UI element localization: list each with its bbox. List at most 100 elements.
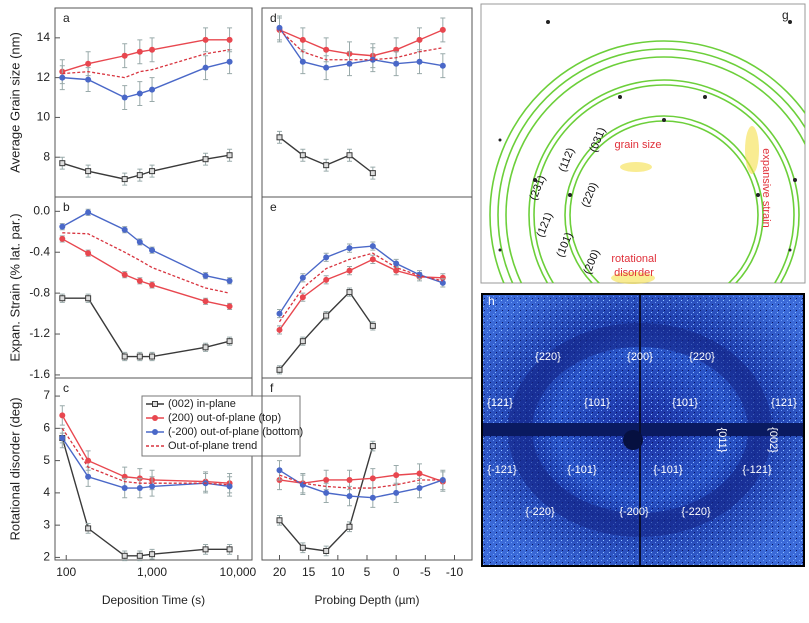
marker [149, 247, 156, 254]
marker [299, 338, 306, 345]
x-tick-label: 10 [331, 565, 345, 579]
marker [121, 176, 128, 183]
marker [226, 338, 233, 345]
series-line [278, 27, 443, 69]
y-tick-label: -1.6 [29, 367, 50, 381]
marker [202, 546, 209, 553]
marker [85, 168, 92, 175]
x-tick-label: 5 [364, 565, 371, 579]
series-line [61, 211, 230, 282]
marker [149, 551, 156, 558]
y-tick-label: 2 [43, 550, 50, 564]
marker [136, 48, 143, 55]
marker [369, 475, 376, 482]
spot-label: {-101} [653, 464, 683, 476]
y-tick-label: 10 [37, 110, 51, 124]
marker [323, 312, 330, 319]
marker [85, 473, 92, 480]
marker [59, 160, 66, 167]
series-line [278, 245, 444, 314]
x-tick-label: 15 [302, 565, 316, 579]
marker [202, 344, 209, 351]
panel-label: c [63, 381, 69, 395]
y-tick-label: 7 [43, 388, 50, 402]
panel-label: b [63, 200, 70, 214]
marker [346, 493, 353, 500]
marker [59, 223, 66, 230]
x-tick-label: 20 [273, 565, 287, 579]
spot-label: {-121} [742, 464, 772, 476]
spot-label: {-220} [681, 506, 711, 518]
marker [393, 260, 400, 267]
marker [149, 483, 156, 490]
y-axis-title: Expan. Strain (% lat. par.) [7, 213, 22, 361]
series-line [279, 29, 443, 61]
legend: (002) in-plane (200) out-of-plane (top) (-… [141, 395, 303, 457]
spots [498, 20, 797, 252]
y-axis-title: Rotational disorder (deg) [7, 397, 22, 540]
legend-marker [152, 401, 158, 407]
spot-label: {220} [535, 351, 561, 363]
y-axis-title: Average Grain size (nm) [7, 32, 22, 173]
series-line [279, 29, 444, 57]
y-tick-label: -1.2 [29, 326, 50, 340]
marker [416, 58, 423, 65]
marker [226, 303, 233, 310]
series-line [62, 232, 230, 294]
marker [226, 277, 233, 284]
series-line [279, 469, 444, 499]
marker [323, 254, 330, 261]
marker [323, 162, 330, 169]
highlight [611, 272, 655, 284]
marker [121, 226, 128, 233]
marker [323, 64, 330, 71]
marker [369, 170, 376, 177]
marker [369, 56, 376, 63]
legend-label: (-200) out-of-plane (bottom) [168, 426, 303, 438]
marker [393, 489, 400, 496]
marker [202, 64, 209, 71]
x-tick-label: 10,000 [220, 565, 257, 579]
diffraction-image-h: h {220} {200} {220} {121} {101} {101} {1… [481, 293, 805, 567]
series-line [278, 252, 443, 323]
marker [85, 457, 92, 464]
spot-label: {101} [584, 397, 610, 409]
y-tick-label: 8 [43, 149, 50, 163]
marker [369, 256, 376, 263]
annotation: rotational [611, 253, 656, 265]
marker [276, 310, 283, 317]
panel-label: a [63, 11, 70, 25]
marker [59, 412, 66, 419]
marker [299, 544, 306, 551]
marker [136, 552, 143, 559]
marker [276, 517, 283, 524]
y-tick-label: -0.4 [29, 244, 50, 258]
panel-label: g [782, 8, 789, 22]
beamstop-line [639, 295, 641, 565]
marker [121, 353, 128, 360]
marker [202, 36, 209, 43]
marker [276, 24, 283, 31]
spot-label: {200} [627, 351, 653, 363]
marker [369, 443, 376, 450]
marker [346, 245, 353, 252]
highlight [620, 162, 652, 172]
marker [149, 281, 156, 288]
marker [59, 435, 66, 442]
x-axis-title: Deposition Time (s) [102, 593, 205, 607]
highlight [745, 126, 759, 174]
marker [59, 235, 66, 242]
spot-label: {002} [767, 427, 779, 453]
annotation: disorder [614, 267, 654, 279]
marker [439, 279, 446, 286]
spot-label: {-200} [619, 506, 649, 518]
y-tick-label: 5 [43, 453, 50, 467]
marker [226, 152, 233, 159]
marker [121, 94, 128, 101]
marker [136, 485, 143, 492]
marker [121, 271, 128, 278]
series-line [61, 427, 230, 486]
x-tick-label: -5 [420, 565, 431, 579]
beamstop-band [483, 423, 803, 436]
legend-box [141, 395, 301, 457]
